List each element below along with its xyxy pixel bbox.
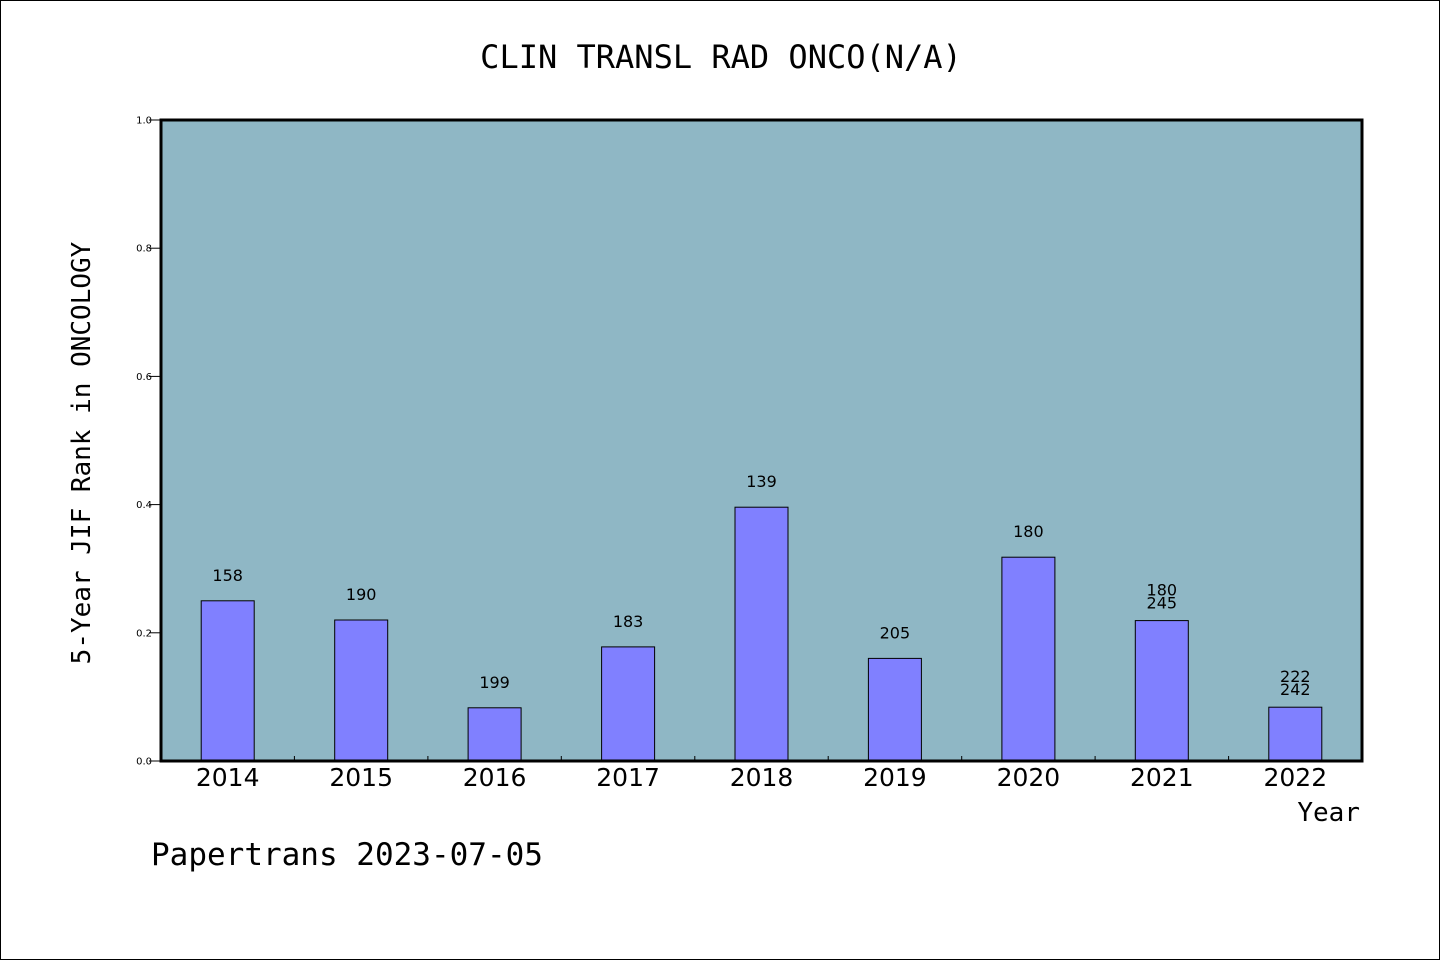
data-label-2021-1: 180 bbox=[1147, 581, 1178, 600]
y-tick-label-0.4: 0.4 bbox=[136, 500, 152, 511]
x-tick-label-2015: 2015 bbox=[329, 763, 393, 792]
footer-date-stamp: Papertrans 2023-07-05 bbox=[151, 837, 543, 873]
y-tick-label-1.0: 1.0 bbox=[136, 116, 152, 127]
x-tick-label-2014: 2014 bbox=[196, 763, 260, 792]
bar-2016 bbox=[467, 707, 522, 762]
data-label-2020: 180 bbox=[1013, 522, 1044, 541]
bar-2020 bbox=[1001, 556, 1056, 762]
data-label-2018: 139 bbox=[746, 472, 777, 491]
data-label-2021-2: 245 bbox=[1147, 594, 1178, 613]
y-tick-label-0.0: 0.0 bbox=[136, 757, 152, 768]
bar-2015 bbox=[334, 619, 389, 762]
chart-title: CLIN TRANSL RAD ONCO(N/A) bbox=[480, 38, 962, 76]
x-tick-label-2020: 2020 bbox=[997, 763, 1061, 792]
x-tick-label-2022: 2022 bbox=[1263, 763, 1327, 792]
data-label-2022-1: 222 bbox=[1280, 667, 1311, 686]
data-label-2019: 205 bbox=[880, 623, 911, 642]
bar-2022 bbox=[1268, 706, 1323, 762]
x-tick-label-2021: 2021 bbox=[1130, 763, 1194, 792]
bar-2021 bbox=[1134, 620, 1189, 762]
y-tick-label-0.6: 0.6 bbox=[136, 372, 152, 383]
x-tick-label-2016: 2016 bbox=[463, 763, 527, 792]
y-axis: 0.0 0.2 0.4 0.6 0.8 1.0 bbox=[136, 116, 161, 768]
y-axis-label: 5-Year JIF Rank in ONCOLOGY bbox=[67, 241, 97, 664]
bar-2017 bbox=[601, 646, 656, 762]
x-axis-label: Year bbox=[1297, 798, 1360, 828]
data-label-2017: 183 bbox=[613, 612, 644, 631]
x-tick-label-2017: 2017 bbox=[596, 763, 660, 792]
data-label-2015: 190 bbox=[346, 585, 377, 604]
x-axis: 2014 2015 2016 2017 2018 2019 2020 2021 2022 bbox=[196, 756, 1327, 792]
bar-2014 bbox=[200, 600, 255, 762]
data-label-2014: 158 bbox=[212, 566, 243, 585]
y-tick-label-0.2: 0.2 bbox=[136, 628, 152, 639]
x-tick-label-2018: 2018 bbox=[730, 763, 794, 792]
data-label-2022-2: 242 bbox=[1280, 680, 1311, 699]
x-tick-label-2019: 2019 bbox=[863, 763, 927, 792]
plot-frame bbox=[159, 118, 1364, 763]
bar-2019 bbox=[867, 657, 922, 762]
data-label-2016: 199 bbox=[479, 673, 510, 692]
y-tick-label-0.8: 0.8 bbox=[136, 244, 152, 255]
bar-2018 bbox=[734, 506, 789, 762]
bars-layer bbox=[200, 506, 1323, 762]
